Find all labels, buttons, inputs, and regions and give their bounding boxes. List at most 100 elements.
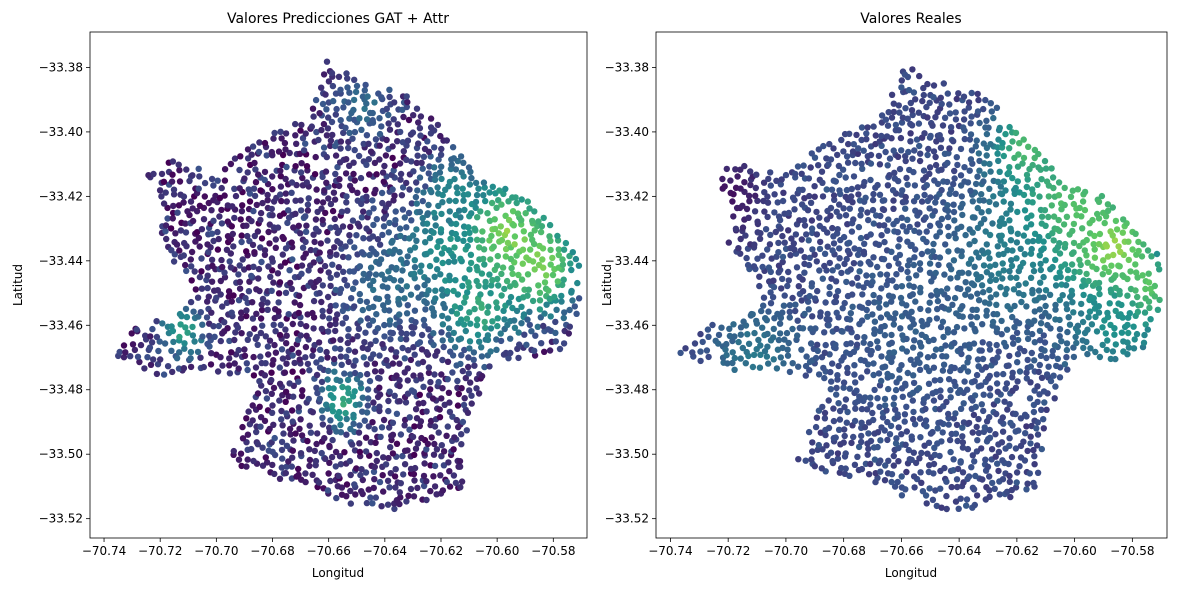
scatter-point [821,349,828,356]
scatter-point [431,371,438,378]
scatter-point [751,329,758,337]
scatter-point [844,159,852,166]
scatter-point [962,279,969,286]
scatter-point [396,301,403,308]
scatter-point [902,309,909,317]
scatter-point [275,308,282,315]
scatter-point [452,197,459,205]
scatter-point [262,333,269,340]
scatter-point [1037,320,1045,327]
scatter-point [827,368,834,376]
scatter-point [958,269,966,276]
scatter-point [932,153,939,161]
scatter-point [313,186,320,193]
scatter-point [1020,154,1028,162]
scatter-point [898,214,905,221]
scatter-point [1125,256,1133,264]
scatter-point [975,363,982,370]
scatter-point [451,344,459,351]
scatter-point [961,164,968,171]
scatter-point [795,283,802,290]
scatter-point [779,232,786,240]
scatter-point [245,288,253,295]
scatter-point [280,430,287,437]
y-tick-label: −33.52 [39,512,83,526]
scatter-point [983,312,990,319]
scatter-point [367,148,375,155]
scatter-point [361,417,368,424]
scatter-point [277,321,284,329]
scatter-point [923,182,930,189]
scatter-point [1027,379,1034,386]
scatter-point [821,415,829,422]
scatter-point [297,197,304,204]
scatter-point [945,376,953,383]
scatter-point [296,292,303,299]
scatter-point [850,433,857,441]
scatter-point [430,309,437,316]
scatter-point [732,225,740,232]
scatter-point [1141,309,1149,316]
scatter-point [278,416,285,423]
scatter-point [897,325,904,332]
scatter-point [971,378,978,385]
scatter-point [1031,339,1039,346]
scatter-point [554,232,561,240]
scatter-point [980,407,987,415]
scatter-point [803,231,810,238]
scatter-point [299,244,307,251]
scatter-point [465,224,472,231]
scatter-point [911,227,918,234]
scatter-point [904,262,912,269]
scatter-point [1135,247,1142,255]
scatter-point [331,368,338,375]
scatter-point [854,184,861,191]
scatter-point [195,185,202,192]
scatter-point [429,395,437,402]
scatter-point [278,464,285,471]
scatter-point [1019,259,1027,267]
scatter-point [776,320,784,327]
scatter-point [869,278,876,286]
scatter-point [1112,355,1119,363]
scatter-point [821,250,829,257]
scatter-point [378,271,385,278]
scatter-point [218,206,225,214]
scatter-point [1052,256,1059,263]
scatter-point [794,317,801,324]
scatter-point [370,484,377,492]
scatter-point [251,192,259,200]
scatter-point [518,320,525,327]
scatter-point [961,135,968,143]
scatter-point [156,338,163,345]
scatter-point [823,442,830,449]
scatter-point [850,260,858,267]
scatter-point [244,336,251,343]
scatter-point [329,131,336,139]
scatter-point [366,270,373,277]
scatter-point [265,351,272,358]
scatter-point [306,422,313,429]
scatter-point [496,187,503,194]
chart-left-ylabel: Latitud [11,264,25,306]
scatter-point [1037,260,1044,268]
scatter-point [463,427,470,434]
scatter-point [204,284,211,292]
scatter-point [298,270,305,277]
scatter-point [847,325,854,332]
scatter-point [924,114,931,121]
scatter-point [784,346,791,353]
scatter-point [180,252,187,259]
scatter-point [295,222,302,229]
scatter-point [472,179,480,187]
scatter-point [378,424,386,431]
scatter-point [1140,241,1147,248]
scatter-point [452,479,460,487]
scatter-point [283,410,290,417]
scatter-point [799,288,807,295]
scatter-point [944,294,951,302]
scatter-point [851,461,859,468]
scatter-point [346,115,353,122]
scatter-point [417,372,424,379]
